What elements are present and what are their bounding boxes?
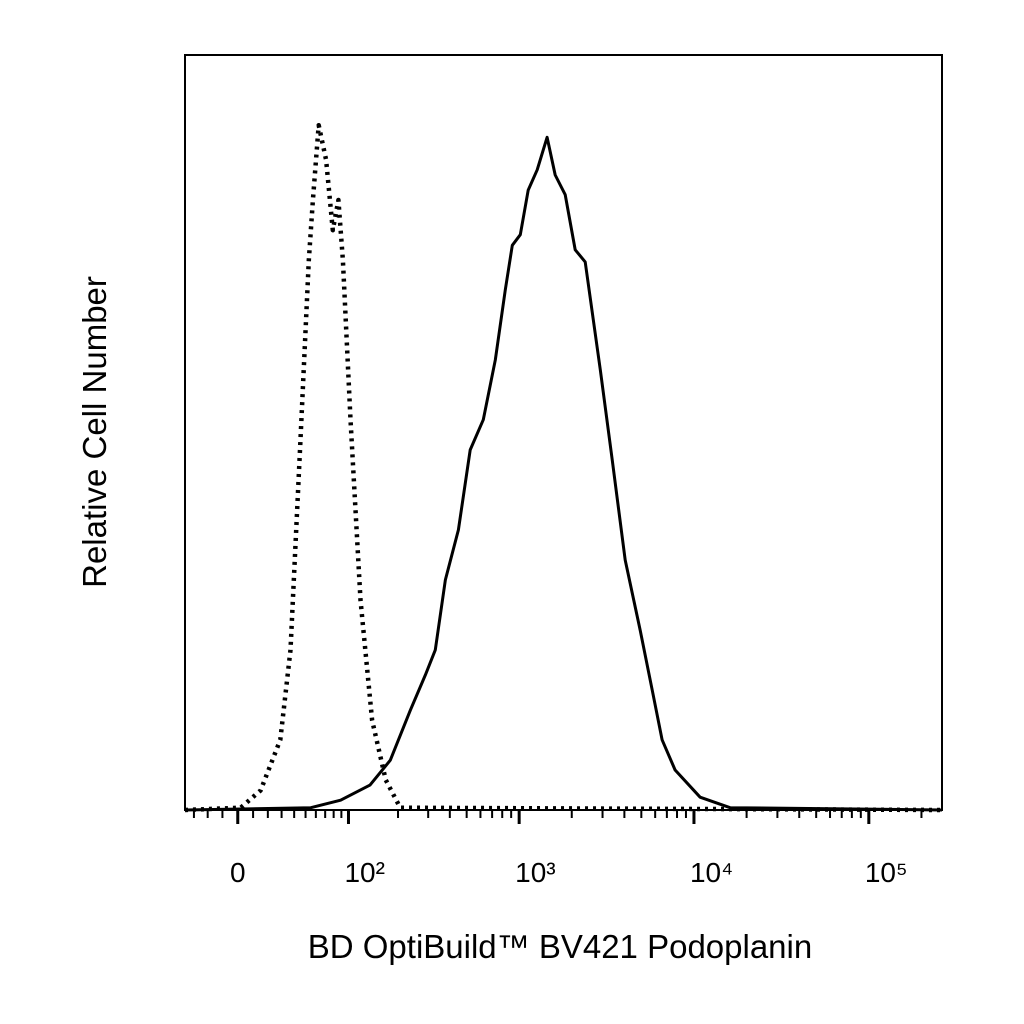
x-tick-label: 10³ bbox=[515, 857, 555, 888]
x-tick-label: 10⁵ bbox=[865, 857, 908, 888]
x-axis-label: BD OptiBuild™ BV421 Podoplanin bbox=[308, 928, 812, 965]
histogram-curve bbox=[184, 122, 943, 813]
x-tick-label: 10² bbox=[344, 857, 384, 888]
x-tick-label: 0 bbox=[230, 857, 246, 888]
y-axis-label: Relative Cell Number bbox=[76, 276, 113, 588]
histogram-curve bbox=[184, 135, 943, 812]
x-tick-label: 10⁴ bbox=[690, 857, 733, 888]
plot-frame bbox=[184, 54, 943, 811]
